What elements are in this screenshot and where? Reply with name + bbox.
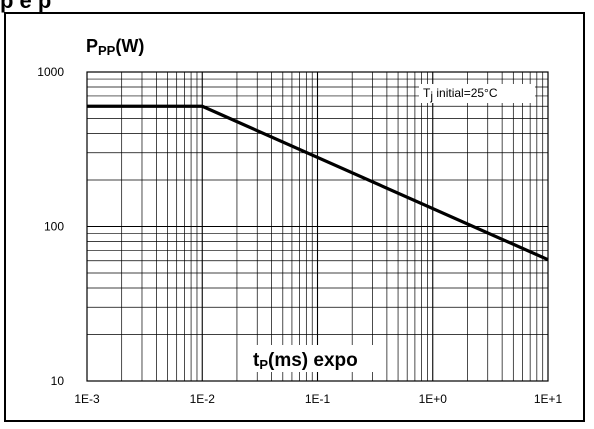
y-axis-label: PPP(W) bbox=[86, 36, 144, 58]
x-axis-label: tP(ms) expo bbox=[253, 350, 358, 372]
series-layer bbox=[87, 104, 549, 262]
tick-labels: 1E-3 1E-2 1E-1 1E+0 1E+1 10 100 1000 bbox=[37, 65, 562, 406]
annotation-tj-initial: Tj initial=25°C bbox=[423, 86, 498, 103]
grid-layer bbox=[87, 72, 548, 381]
x-tick-label: 1E+0 bbox=[419, 392, 448, 406]
header-text: p e p bbox=[0, 0, 52, 13]
x-tick-label: 1E-2 bbox=[190, 392, 216, 406]
y-tick-label: 1000 bbox=[37, 65, 64, 79]
y-tick-label: 100 bbox=[44, 220, 64, 234]
x-axis-label-background bbox=[248, 345, 384, 372]
annotation-background bbox=[419, 84, 535, 103]
plot-area-border bbox=[86, 71, 549, 382]
series-line bbox=[87, 104, 549, 262]
x-tick-label: 1E-3 bbox=[74, 392, 100, 406]
x-tick-label: 1E+1 bbox=[534, 392, 563, 406]
y-tick-label: 10 bbox=[51, 374, 65, 388]
x-tick-label: 1E-1 bbox=[305, 392, 331, 406]
